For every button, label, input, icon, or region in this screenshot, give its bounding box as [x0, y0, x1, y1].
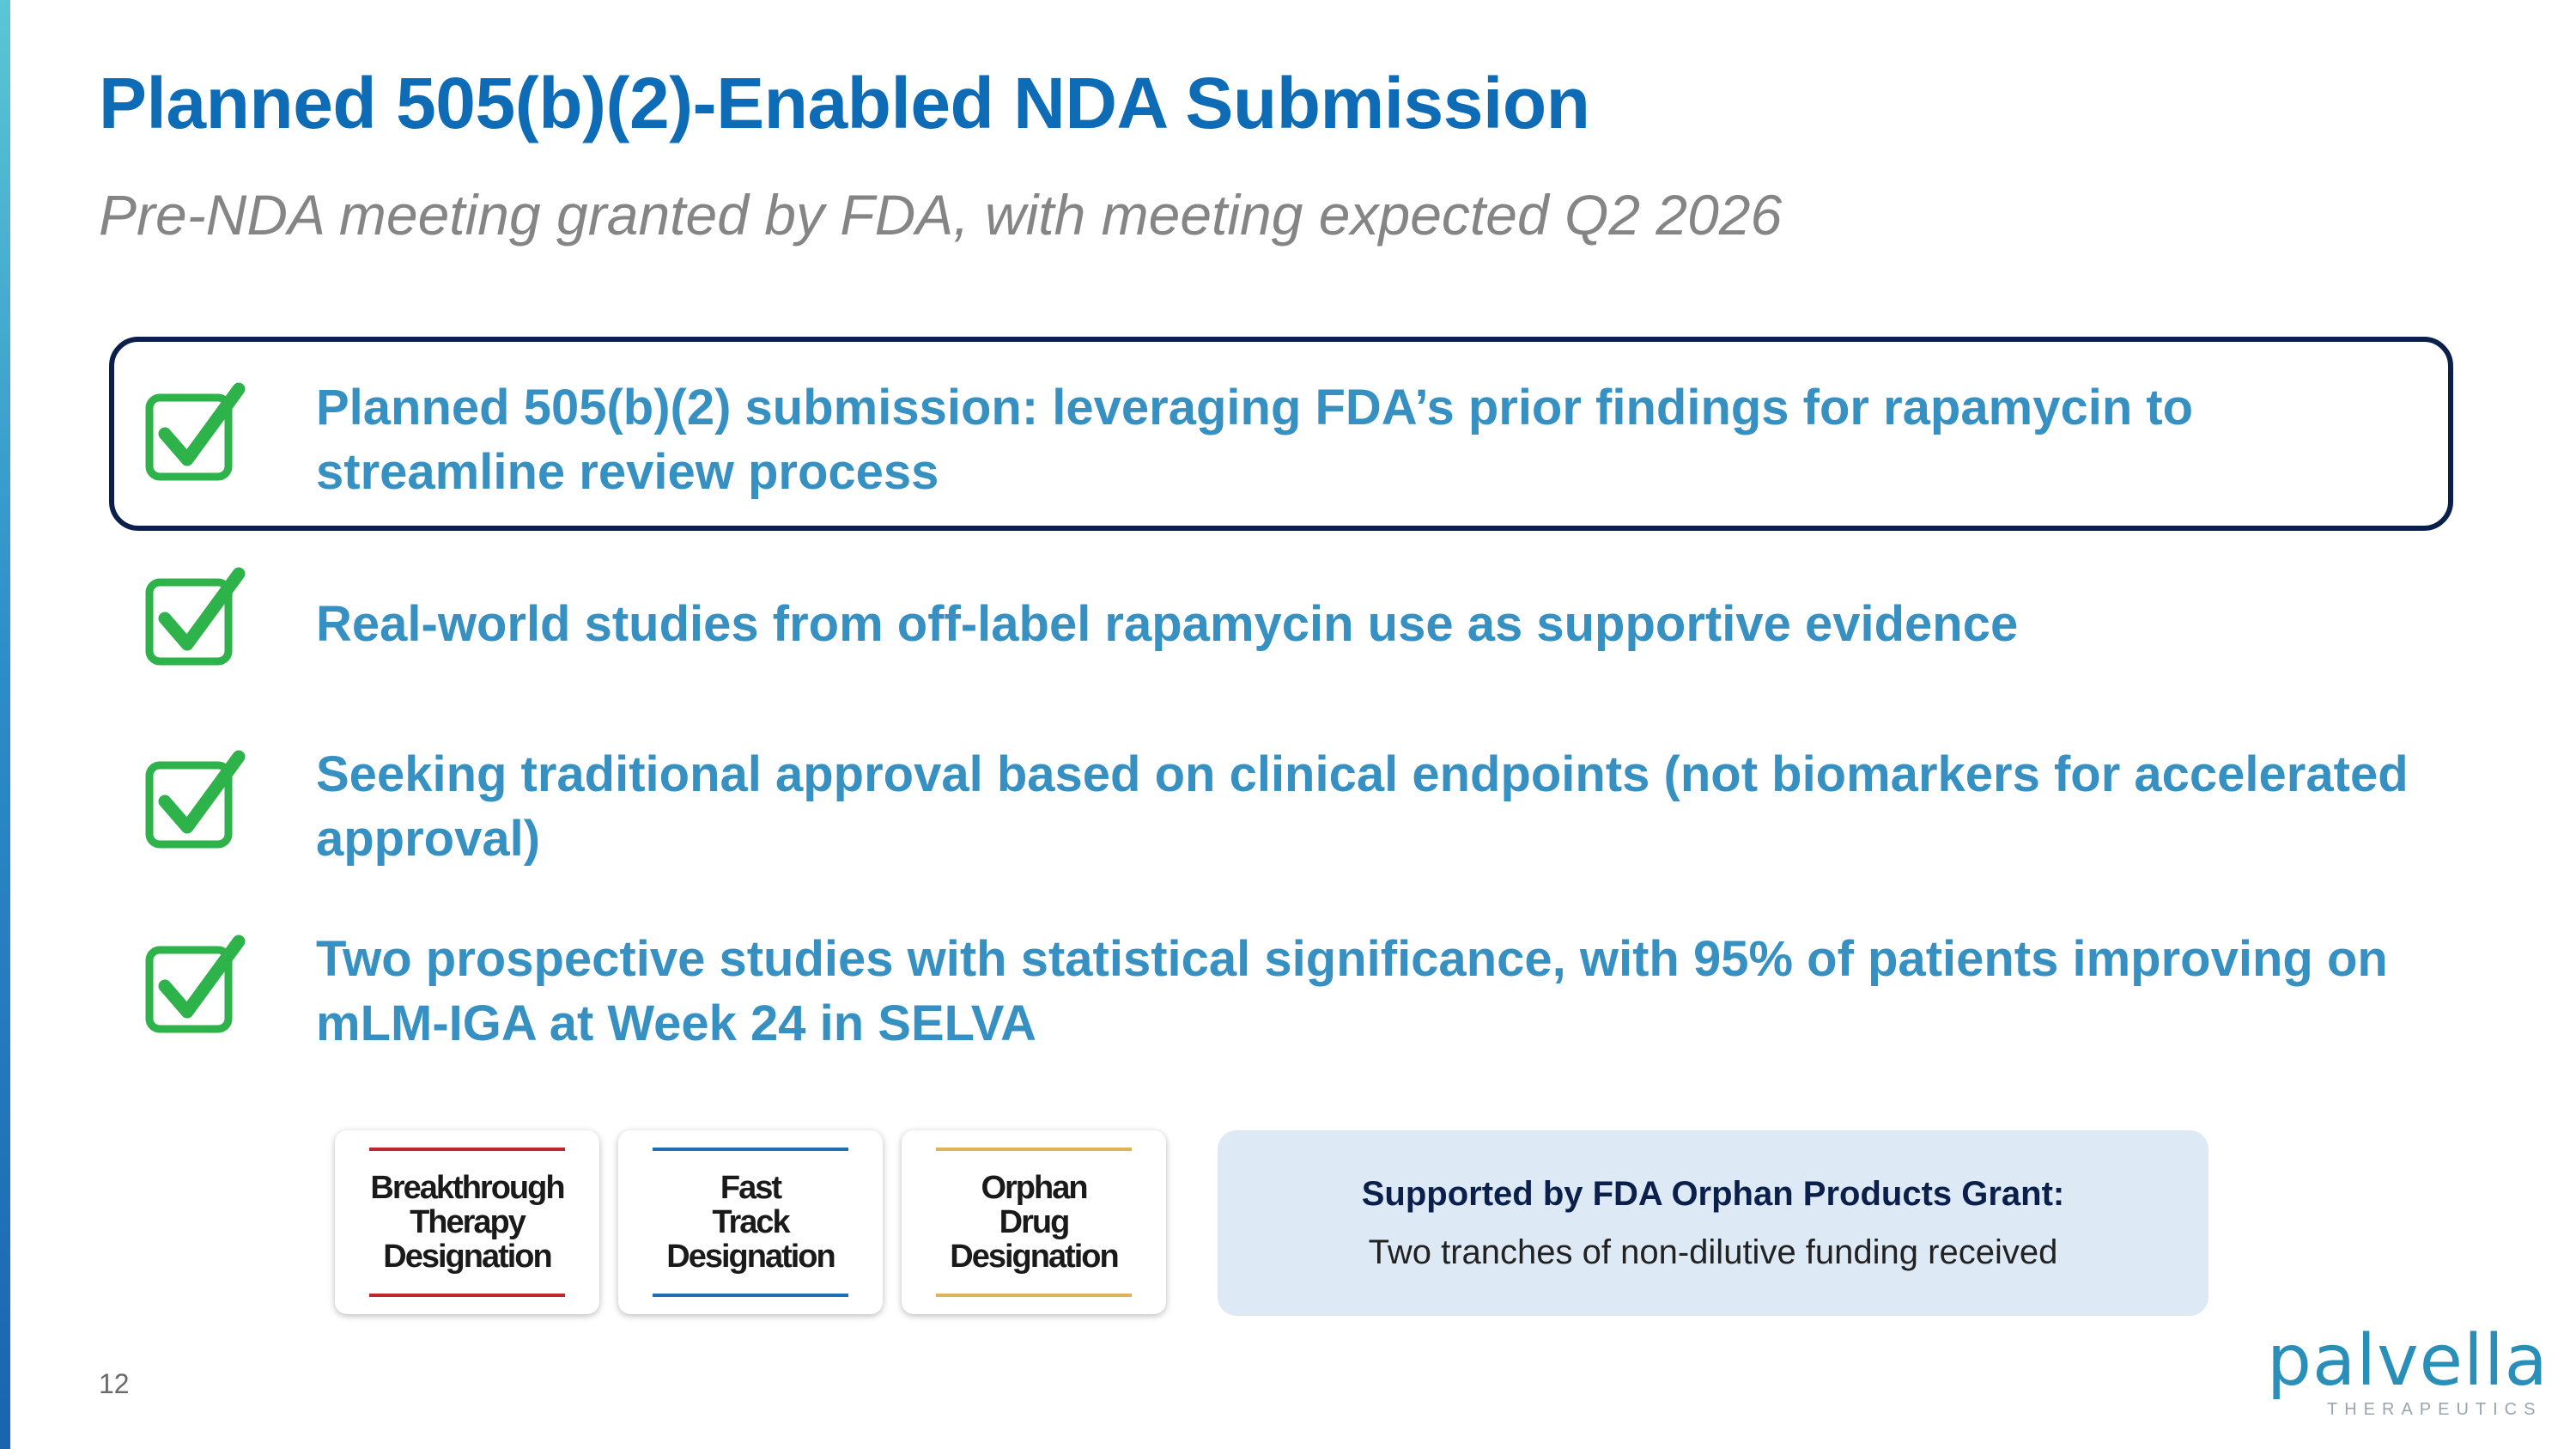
check-box-icon — [143, 567, 246, 670]
page-title: Planned 505(b)(2)-Enabled NDA Submission — [99, 63, 1590, 143]
badge-rule-top — [936, 1148, 1132, 1151]
badge-orphan-drug: Orphan Drug Designation — [902, 1130, 1166, 1314]
logo-tagline: THERAPEUTICS — [2327, 1400, 2543, 1419]
grant-text: Two tranches of non-dilutive funding rec… — [1368, 1233, 2058, 1271]
page-subtitle: Pre-NDA meeting granted by FDA, with mee… — [99, 183, 1783, 247]
left-accent-bar — [0, 0, 10, 1449]
badge-rule-top — [653, 1148, 848, 1151]
badge-breakthrough-therapy: Breakthrough Therapy Designation — [335, 1130, 599, 1314]
logo-wordmark: palvella — [2267, 1320, 2549, 1402]
badge-rule-bottom — [936, 1294, 1132, 1297]
highlight-box — [109, 337, 2453, 531]
grant-box: Supported by FDA Orphan Products Grant: … — [1218, 1130, 2208, 1316]
badge-rule-bottom — [653, 1294, 848, 1297]
grant-title: Supported by FDA Orphan Products Grant: — [1361, 1175, 2065, 1213]
page-number: 12 — [99, 1368, 130, 1399]
badge-label: Orphan Drug Designation — [950, 1170, 1119, 1275]
badge-fast-track: Fast Track Designation — [618, 1130, 883, 1314]
point-real-world-studies: Real-world studies from off-label rapamy… — [316, 596, 2019, 652]
badge-label: Breakthrough Therapy Designation — [370, 1170, 565, 1275]
point-traditional-approval: Seeking traditional approval based on cl… — [316, 746, 2409, 867]
point-leveraging-findings: Planned 505(b)(2) submission: leveraging… — [316, 380, 2194, 500]
check-box-icon — [143, 750, 246, 853]
check-box-icon — [143, 382, 246, 485]
badge-rule-bottom — [369, 1294, 565, 1297]
company-logo: palvella THERAPEUTICS — [2267, 1320, 2550, 1420]
check-box-icon — [143, 935, 246, 1038]
badge-rule-top — [369, 1148, 565, 1151]
badge-label: Fast Track Designation — [666, 1170, 835, 1275]
point-prospective-studies: Two prospective studies with statistical… — [316, 931, 2388, 1051]
